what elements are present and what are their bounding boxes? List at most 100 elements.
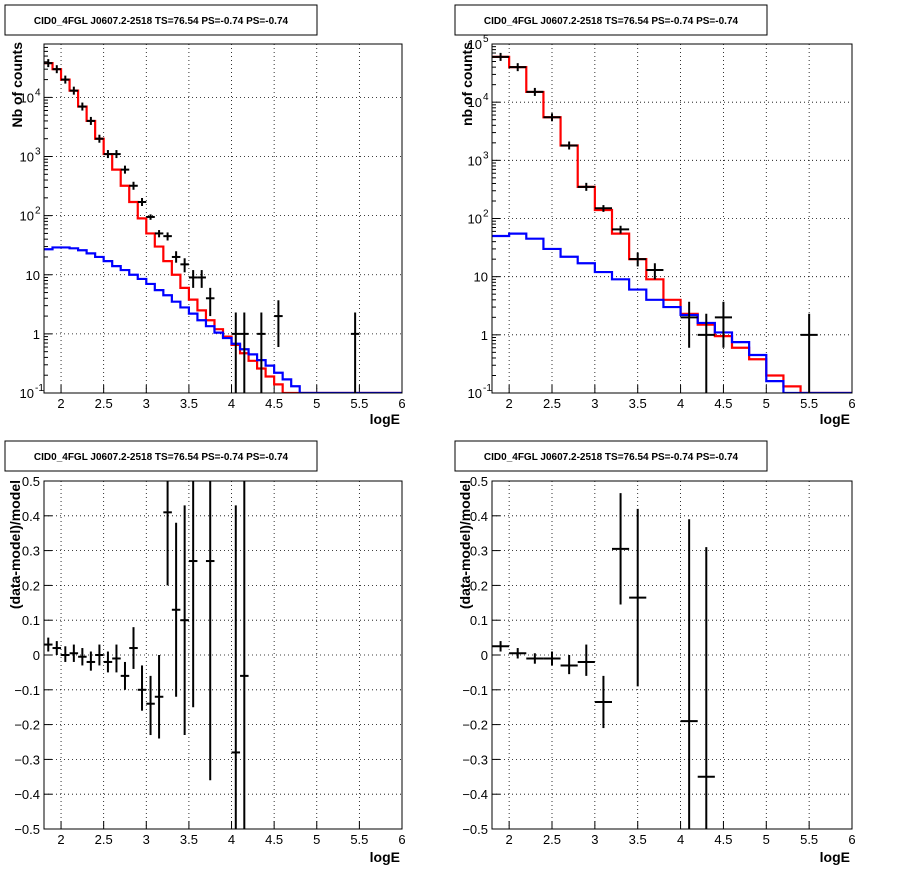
data-point (188, 481, 198, 708)
data-point (154, 230, 164, 238)
y-tick-label: 0.2 (470, 578, 488, 593)
data-point (69, 644, 79, 662)
plot-frame (491, 480, 853, 830)
y-tick-label: 102 (20, 206, 41, 224)
y-tick-label: 10 (474, 270, 488, 285)
data-point (231, 312, 241, 393)
data-point (240, 481, 249, 829)
data-point (61, 75, 70, 84)
x-tick-label: 2.5 (95, 832, 113, 847)
data-point (577, 644, 595, 676)
y-tick-label: −0.2 (462, 718, 488, 733)
panel-title-box (4, 4, 318, 36)
data-point (577, 182, 595, 191)
plot-frame (43, 480, 403, 830)
y-tick-label: −0.3 (14, 752, 40, 767)
data-point (163, 232, 172, 241)
data-point (492, 52, 510, 61)
y-tick-label: 0.5 (470, 474, 488, 489)
x-tick-label: 4 (228, 832, 235, 847)
x-tick-label: 2 (506, 832, 513, 847)
data-point (180, 505, 189, 736)
y-tick-exponent: -1 (483, 383, 492, 394)
data-point (103, 651, 113, 673)
data-point (680, 519, 698, 829)
data-point (350, 312, 360, 393)
x-tick-label: 3.5 (629, 396, 647, 411)
x-tick-label: 3.5 (180, 396, 198, 411)
y-tick-label: 102 (468, 209, 489, 227)
series-line (492, 232, 852, 393)
data-point (205, 481, 215, 781)
data-point (274, 300, 283, 347)
data-point (594, 205, 612, 212)
x-tick-label: 6 (848, 832, 855, 847)
panel-title-box (4, 440, 318, 472)
x-tick-label: 2 (57, 832, 64, 847)
data-point (69, 86, 79, 95)
y-tick-label: −0.4 (14, 787, 40, 802)
plot-area: 2 2.5 3 3.5 4 4.5 5 5.5 6 −0.5 −0.4 −0.3 −0.2 −0.1 0 0.… (462, 474, 855, 847)
y-tick-label: 1 (33, 327, 40, 342)
y-axis-label: (data-model)/model (7, 480, 23, 609)
y-tick-label: 0 (33, 648, 40, 663)
y-tick-label: 0.3 (22, 544, 40, 559)
x-tick-label: 4.5 (714, 832, 732, 847)
data-point (714, 301, 732, 348)
x-tick-label: 5 (313, 396, 320, 411)
x-tick-label: 4 (677, 396, 684, 411)
data-point (78, 648, 87, 666)
y-tick-label: −0.1 (462, 683, 488, 698)
data-point (44, 59, 53, 68)
data-layer (44, 481, 249, 829)
data-point (697, 547, 715, 829)
x-tick-label: 2 (506, 396, 513, 411)
data-point (180, 258, 189, 273)
x-tick-label: 2.5 (543, 832, 561, 847)
data-point (78, 102, 87, 111)
data-point (154, 655, 164, 739)
y-tick-label: 0.4 (22, 509, 40, 524)
data-point (205, 287, 215, 317)
data-point (146, 675, 155, 736)
data-point (129, 627, 138, 669)
data-point (543, 651, 561, 666)
x-tick-label: 5.5 (800, 832, 818, 847)
x-tick-label: 3 (143, 396, 150, 411)
panel-title: CID0_4FGL J0607.2-2518 TS=76.54 PS=-0.74… (484, 452, 739, 463)
data-point (163, 481, 172, 586)
data-point (680, 301, 698, 348)
x-tick-label: 3.5 (629, 832, 647, 847)
x-tick-label: 3 (591, 832, 598, 847)
data-layer (44, 59, 402, 393)
plot-background (44, 44, 402, 393)
data-point (526, 653, 544, 664)
x-tick-label: 5 (313, 832, 320, 847)
data-point (560, 141, 578, 150)
y-tick-label: 0 (481, 648, 488, 663)
panel-title: CID0_4FGL J0607.2-2518 TS=76.54 PS=-0.74… (34, 452, 289, 463)
x-tick-label: 3 (591, 396, 598, 411)
y-tick-exponent: 4 (35, 87, 41, 98)
data-layer (492, 52, 852, 393)
series-line (44, 246, 402, 393)
x-tick-label: 4.5 (265, 832, 283, 847)
data-point (594, 675, 612, 729)
panel-title: CID0_4FGL J0607.2-2518 TS=76.54 PS=-0.74… (34, 16, 289, 27)
panel-bottom-left: CID0_4FGL J0607.2-2518 TS=76.54 PS=-0.74… (4, 440, 406, 865)
data-point (120, 661, 130, 690)
data-point (509, 63, 527, 72)
x-tick-label: 6 (398, 832, 405, 847)
data-point (112, 644, 121, 673)
data-point (103, 150, 113, 159)
x-tick-label: 5 (763, 832, 770, 847)
x-tick-label: 6 (398, 396, 405, 411)
y-tick-label: −0.5 (462, 822, 488, 837)
x-tick-label: 3 (143, 832, 150, 847)
y-axis-label: (data-model)/model (457, 480, 473, 609)
x-tick-label: 5.5 (350, 832, 368, 847)
data-point (697, 313, 715, 393)
x-tick-label: 4.5 (265, 396, 283, 411)
